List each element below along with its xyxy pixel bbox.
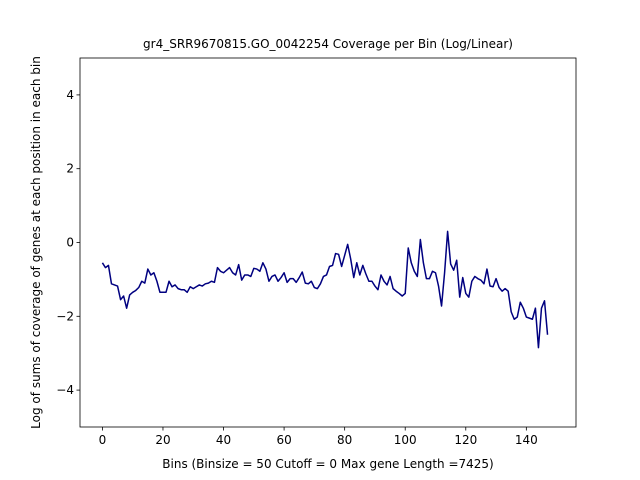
x-tick-label: 20: [155, 433, 170, 447]
x-tick-label: 40: [216, 433, 231, 447]
x-axis: 0 20 40 60 80 100 120 140: [99, 427, 538, 447]
y-tick-label: 4: [66, 88, 74, 102]
x-tick-label: 140: [515, 433, 538, 447]
x-tick-label: 60: [276, 433, 291, 447]
y-tick-label: 2: [66, 162, 74, 176]
y-tick-label: −4: [56, 383, 74, 397]
x-tick-label: 100: [394, 433, 417, 447]
x-tick-label: 0: [99, 433, 107, 447]
x-tick-label: 80: [337, 433, 352, 447]
y-tick-label: 0: [66, 236, 74, 250]
coverage-series-line: [101, 230, 549, 349]
plot-frame: [79, 57, 577, 428]
x-tick-label: 120: [454, 433, 477, 447]
y-axis: −4 −2 0 2 4: [56, 88, 80, 397]
chart-title: gr4_SRR9670815.GO_0042254 Coverage per B…: [143, 37, 513, 51]
x-axis-label: Bins (Binsize = 50 Cutoff = 0 Max gene L…: [162, 457, 493, 471]
y-tick-label: −2: [56, 309, 74, 323]
y-axis-label: Log of sums of coverage of genes at each…: [29, 56, 43, 429]
plot-area: [101, 230, 549, 349]
